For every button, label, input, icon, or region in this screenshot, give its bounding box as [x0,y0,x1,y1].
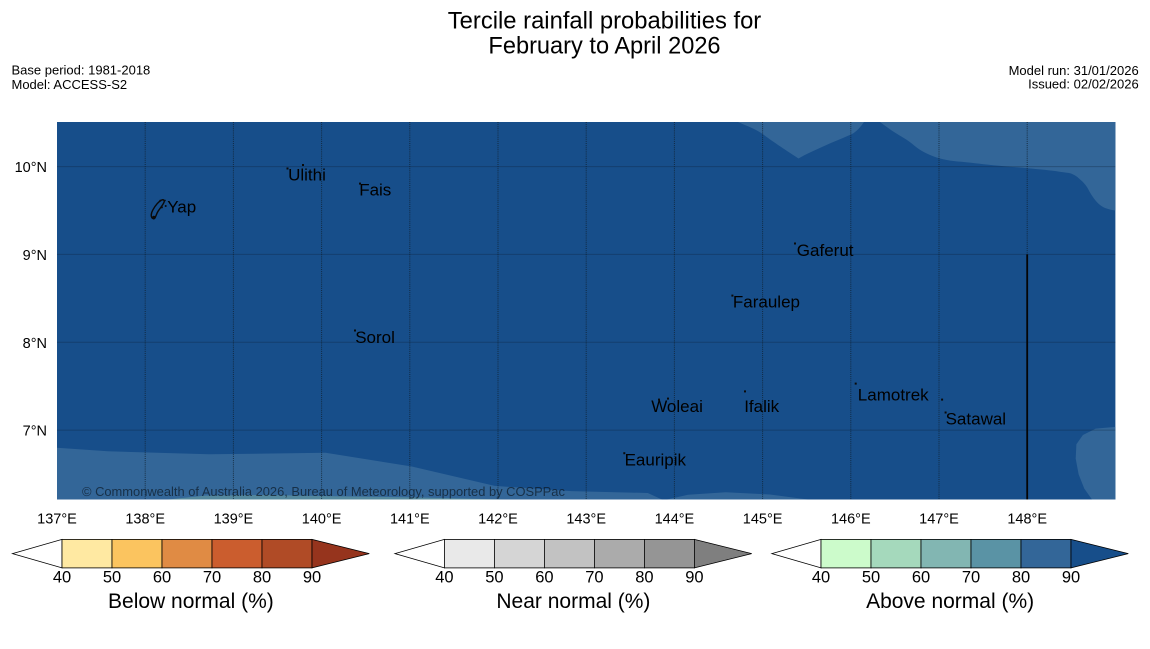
svg-text:148°E: 148°E [1007,511,1047,527]
svg-text:9°N: 9°N [23,248,47,264]
svg-text:80: 80 [253,569,271,587]
svg-text:40: 40 [53,569,71,587]
svg-text:Model: ACCESS-S2: Model: ACCESS-S2 [12,77,128,92]
svg-text:60: 60 [912,569,930,587]
svg-text:90: 90 [303,569,321,587]
svg-text:70: 70 [585,569,603,587]
svg-text:Ifalik: Ifalik [744,397,779,416]
svg-text:60: 60 [535,569,553,587]
svg-text:146°E: 146°E [831,511,871,527]
svg-text:143°E: 143°E [566,511,606,527]
svg-text:50: 50 [103,569,121,587]
svg-text:February to April 2026: February to April 2026 [488,34,720,60]
svg-text:90: 90 [1062,569,1080,587]
svg-text:Tercile rainfall probabilities: Tercile rainfall probabilities for [448,8,762,35]
svg-text:50: 50 [485,569,503,587]
svg-text:80: 80 [635,569,653,587]
svg-text:139°E: 139°E [214,511,254,527]
svg-text:50: 50 [862,569,880,587]
svg-text:Woleai: Woleai [651,397,703,416]
svg-text:Yap: Yap [167,197,196,216]
svg-text:Faraulep: Faraulep [733,292,800,311]
svg-text:138°E: 138°E [125,511,165,527]
svg-text:70: 70 [962,569,980,587]
svg-text:Ulithi: Ulithi [288,166,326,185]
svg-text:141°E: 141°E [390,511,430,527]
svg-text:Model run: 31/01/2026: Model run: 31/01/2026 [1009,63,1139,78]
svg-text:8°N: 8°N [23,336,47,352]
svg-text:Gaferut: Gaferut [797,241,854,260]
svg-text:145°E: 145°E [743,511,783,527]
svg-text:40: 40 [812,569,830,587]
svg-text:60: 60 [153,569,171,587]
svg-text:Lamotrek: Lamotrek [858,386,929,405]
svg-text:Eauripik: Eauripik [625,451,687,470]
svg-text:144°E: 144°E [655,511,695,527]
svg-text:Below normal (%): Below normal (%) [108,590,274,613]
svg-text:Satawal: Satawal [946,410,1006,429]
svg-text:Issued: 02/02/2026: Issued: 02/02/2026 [1028,77,1139,92]
svg-text:10°N: 10°N [15,160,47,176]
svg-text:90: 90 [685,569,703,587]
svg-text:Fais: Fais [359,180,391,199]
svg-text:40: 40 [435,569,453,587]
svg-text:70: 70 [203,569,221,587]
svg-text:140°E: 140°E [302,511,342,527]
svg-text:7°N: 7°N [23,424,47,440]
svg-text:80: 80 [1012,569,1030,587]
svg-text:Near normal (%): Near normal (%) [496,590,650,613]
svg-text:137°E: 137°E [37,511,77,527]
svg-text:142°E: 142°E [478,511,518,527]
svg-text:Above normal (%): Above normal (%) [866,590,1034,613]
svg-text:147°E: 147°E [919,511,959,527]
svg-text:© Commonwealth of Australia 20: © Commonwealth of Australia 2026, Bureau… [82,484,565,499]
svg-text:Base period: 1981-2018: Base period: 1981-2018 [12,63,151,78]
svg-text:Sorol: Sorol [355,328,395,347]
